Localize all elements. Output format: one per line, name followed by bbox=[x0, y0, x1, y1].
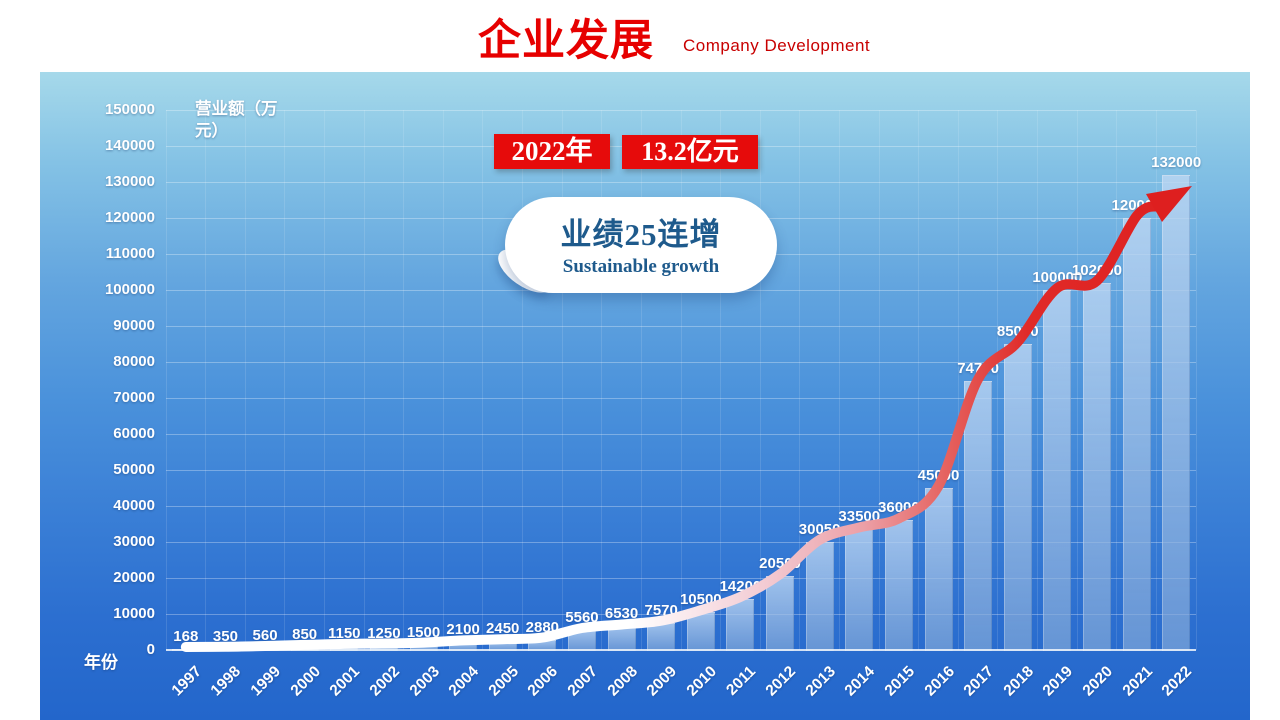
y-tick-label: 60000 bbox=[113, 425, 155, 442]
gridline-v bbox=[284, 110, 286, 650]
page-title: 企业发展 bbox=[478, 17, 654, 65]
gridline-v bbox=[601, 110, 603, 650]
bar-2021 bbox=[1122, 218, 1151, 651]
y-tick-label: 150000 bbox=[104, 101, 155, 118]
year-badge: 2022年 bbox=[494, 134, 610, 169]
y-tick-label: 100000 bbox=[104, 281, 155, 298]
gridline-v bbox=[442, 110, 444, 650]
bar-2019 bbox=[1043, 290, 1072, 651]
y-tick-label: 130000 bbox=[104, 173, 155, 190]
gridline-v bbox=[1155, 110, 1157, 650]
gridline-v bbox=[997, 110, 999, 650]
y-tick-label: 0 bbox=[146, 641, 155, 658]
bar-2012 bbox=[766, 576, 795, 651]
bar-2018 bbox=[1003, 344, 1032, 651]
bar-2011 bbox=[726, 598, 755, 651]
bar-2008 bbox=[607, 626, 636, 651]
bubble-subtitle: Sustainable growth bbox=[562, 256, 720, 277]
bar-2015 bbox=[884, 520, 913, 651]
gridline-v bbox=[482, 110, 484, 650]
gridline-v bbox=[1116, 110, 1118, 650]
gridline-v bbox=[1076, 110, 1078, 650]
y-tick-label: 40000 bbox=[113, 497, 155, 514]
gridline-v bbox=[918, 110, 920, 650]
gridline-v bbox=[1195, 110, 1197, 650]
bar-2020 bbox=[1082, 282, 1111, 651]
bar-2016 bbox=[924, 488, 953, 651]
y-axis-title: 营业额（万元） bbox=[195, 100, 278, 141]
bar-2013 bbox=[805, 541, 834, 651]
gridline-v bbox=[165, 110, 167, 650]
y-tick-label: 30000 bbox=[113, 533, 155, 550]
y-tick-label: 80000 bbox=[113, 353, 155, 370]
x-axis-title: 年份 bbox=[84, 653, 118, 672]
gridline-h bbox=[166, 109, 1196, 111]
gridline-v bbox=[640, 110, 642, 650]
y-tick-label: 10000 bbox=[113, 605, 155, 622]
gridline-v bbox=[522, 110, 524, 650]
bar-2014 bbox=[845, 529, 874, 651]
y-tick-label: 20000 bbox=[113, 569, 155, 586]
bar-2009 bbox=[647, 622, 676, 651]
bar-2017 bbox=[964, 381, 993, 651]
y-tick-label: 70000 bbox=[113, 389, 155, 406]
gridline-v bbox=[957, 110, 959, 650]
gridline-v bbox=[838, 110, 840, 650]
amount-badge: 13.2亿元 bbox=[622, 135, 758, 169]
bar-2007 bbox=[567, 629, 596, 651]
gridline-v bbox=[363, 110, 365, 650]
y-tick-label: 140000 bbox=[104, 137, 155, 154]
page-subtitle: Company Development bbox=[683, 36, 871, 55]
bubble-title: 业绩25连增 bbox=[560, 217, 722, 252]
gridline-h bbox=[166, 181, 1196, 183]
x-axis-line bbox=[166, 649, 1196, 651]
speech-bubble: 业绩25连增 Sustainable growth bbox=[505, 197, 777, 293]
gridline-v bbox=[720, 110, 722, 650]
y-tick-label: 110000 bbox=[105, 245, 155, 262]
gridline-v bbox=[878, 110, 880, 650]
y-tick-label: 120000 bbox=[104, 209, 155, 226]
gridline-v bbox=[403, 110, 405, 650]
y-tick-label: 50000 bbox=[113, 461, 155, 478]
gridline-v bbox=[244, 110, 246, 650]
gridline-v bbox=[1037, 110, 1039, 650]
y-tick-label: 90000 bbox=[113, 317, 155, 334]
gridline-v bbox=[561, 110, 563, 650]
gridline-v bbox=[323, 110, 325, 650]
bar-value-label: 132000 bbox=[1151, 153, 1202, 171]
bar-2010 bbox=[686, 612, 715, 651]
bar-2022 bbox=[1162, 174, 1191, 651]
gridline-v bbox=[205, 110, 207, 650]
gridline-v bbox=[680, 110, 682, 650]
